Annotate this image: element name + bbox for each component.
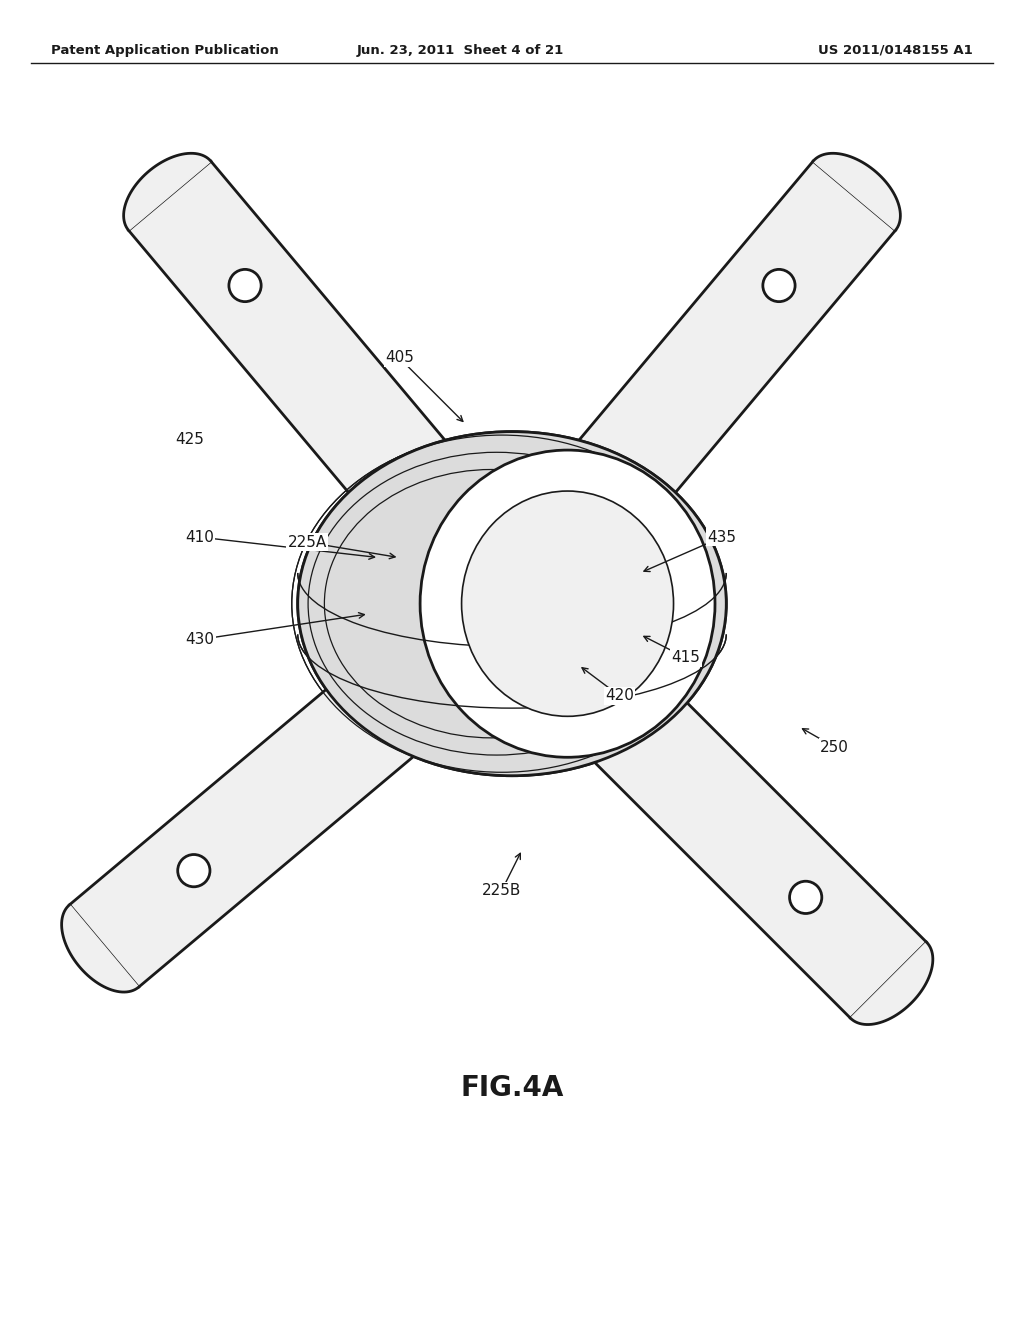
Polygon shape bbox=[460, 552, 927, 1018]
Polygon shape bbox=[813, 153, 900, 230]
Polygon shape bbox=[851, 942, 933, 1024]
Circle shape bbox=[178, 854, 210, 887]
Text: 430: 430 bbox=[185, 632, 214, 647]
Text: 250: 250 bbox=[820, 739, 849, 755]
Circle shape bbox=[229, 269, 261, 302]
Ellipse shape bbox=[420, 450, 715, 758]
Ellipse shape bbox=[420, 450, 715, 758]
Text: 415: 415 bbox=[672, 651, 700, 665]
Text: FIG.4A: FIG.4A bbox=[461, 1074, 563, 1102]
Text: 405: 405 bbox=[385, 350, 414, 366]
Ellipse shape bbox=[462, 491, 674, 717]
Polygon shape bbox=[458, 161, 895, 653]
Polygon shape bbox=[129, 161, 566, 653]
Text: 435: 435 bbox=[708, 529, 736, 545]
Text: 410: 410 bbox=[185, 529, 214, 545]
Ellipse shape bbox=[298, 432, 726, 776]
Circle shape bbox=[763, 269, 795, 302]
Text: 420: 420 bbox=[605, 688, 634, 704]
Polygon shape bbox=[61, 904, 138, 993]
Text: US 2011/0148155 A1: US 2011/0148155 A1 bbox=[818, 44, 973, 57]
Ellipse shape bbox=[298, 432, 726, 776]
Text: Jun. 23, 2011  Sheet 4 of 21: Jun. 23, 2011 Sheet 4 of 21 bbox=[357, 44, 564, 57]
Text: 425: 425 bbox=[175, 433, 204, 447]
Polygon shape bbox=[124, 153, 211, 230]
Ellipse shape bbox=[462, 491, 674, 717]
Text: 225B: 225B bbox=[482, 883, 521, 898]
Circle shape bbox=[790, 882, 822, 913]
Text: Patent Application Publication: Patent Application Publication bbox=[51, 44, 279, 57]
Polygon shape bbox=[70, 549, 562, 987]
Text: 225A: 225A bbox=[288, 535, 327, 549]
